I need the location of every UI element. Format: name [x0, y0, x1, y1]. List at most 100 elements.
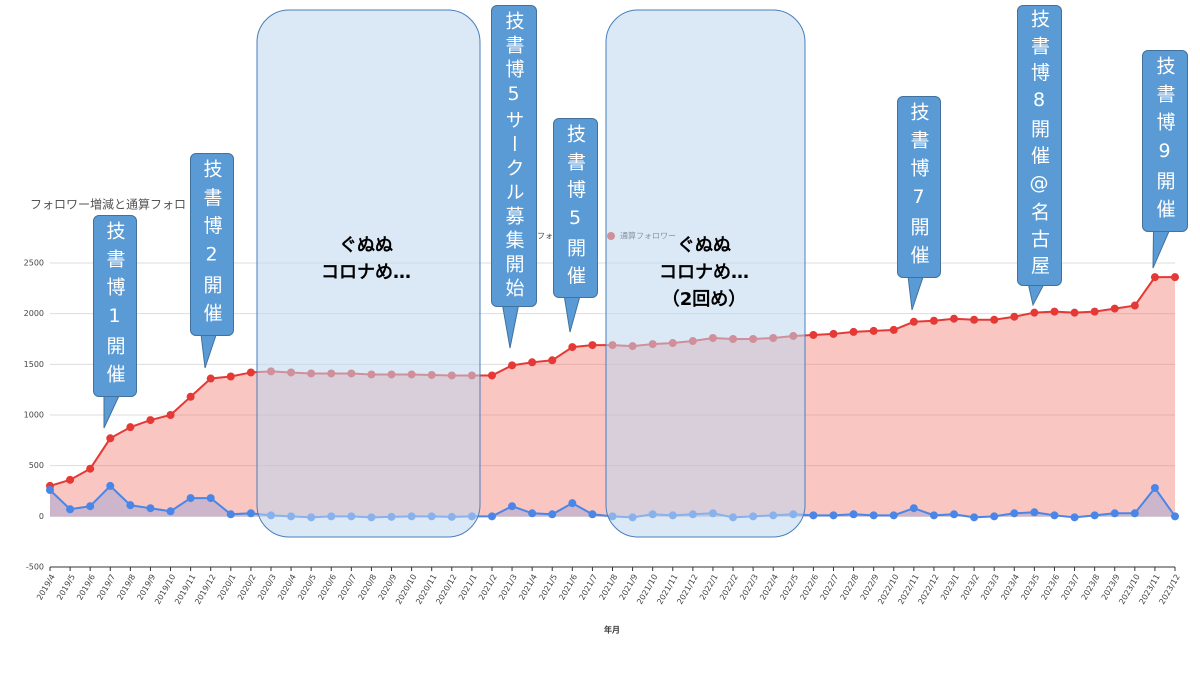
point [849, 327, 858, 336]
point [46, 485, 54, 494]
x-tick-label: 2022/7 [819, 573, 841, 602]
x-tick-label: 2020/9 [377, 573, 399, 602]
x-tick-label: 2022/6 [798, 573, 820, 602]
point [889, 325, 898, 334]
x-tick-label: 2019/6 [75, 573, 97, 602]
point [1171, 273, 1179, 282]
x-tick-label: 2020/7 [336, 573, 358, 602]
period-box [256, 9, 481, 538]
point [106, 481, 115, 490]
point [126, 501, 135, 510]
callout-pointer [501, 304, 520, 349]
point [166, 507, 175, 516]
chart-title: フォロワー増減と通算フォロ [30, 197, 186, 212]
point [487, 512, 496, 521]
point [508, 361, 517, 370]
point [1110, 509, 1119, 518]
point [206, 494, 215, 503]
point [950, 510, 959, 519]
x-tick-label: 2021/8 [598, 573, 620, 602]
point [829, 329, 838, 338]
y-tick-label: 1000 [24, 411, 44, 420]
x-tick-label: 2023/2 [959, 573, 981, 602]
x-tick-label: 2021/2 [477, 573, 499, 602]
x-tick-label: 2019/9 [135, 573, 157, 602]
point [1090, 307, 1099, 316]
callout-pointer [1027, 283, 1045, 307]
callout-pointer [200, 333, 218, 369]
point [1010, 312, 1019, 321]
x-tick-label: 2021/5 [537, 573, 559, 602]
point [1110, 304, 1119, 313]
point [1010, 509, 1019, 518]
point [487, 371, 496, 380]
callout: 技書博5開催 [553, 118, 598, 298]
point [86, 502, 95, 511]
point [548, 510, 557, 519]
callout: 技書博8開催@名古屋 [1017, 5, 1062, 286]
point [226, 372, 235, 381]
x-tick-label: 2021/1 [457, 573, 479, 602]
point [929, 511, 938, 520]
x-tick-label: 2022/1 [698, 573, 720, 602]
x-tick-label: 2019/4 [35, 573, 57, 602]
point [1050, 511, 1059, 520]
point [970, 513, 979, 522]
x-tick-label: 2022/3 [738, 573, 760, 602]
point [246, 368, 255, 377]
point [246, 509, 255, 518]
x-tick-label: 2021/3 [497, 573, 519, 602]
x-tick-label: 2023/4 [999, 573, 1021, 602]
point [186, 392, 195, 401]
point [1030, 308, 1039, 317]
x-tick-label: 2020/2 [236, 573, 258, 602]
callout-pointer [103, 394, 121, 429]
point [849, 510, 858, 519]
point [1030, 508, 1039, 517]
point [528, 358, 537, 367]
x-tick-label: 2019/8 [115, 573, 137, 602]
callout: 技書博9開催 [1142, 50, 1188, 232]
point [548, 356, 557, 365]
callout: 技書博5サークル募集開始 [491, 5, 537, 307]
x-tick-label: 2022/2 [718, 573, 740, 602]
point [206, 374, 215, 383]
x-tick-label: 2022/5 [778, 573, 800, 602]
x-tick-label: 2021/9 [618, 573, 640, 602]
point [126, 423, 135, 432]
area [50, 485, 1175, 518]
x-tick-label: 2023/3 [979, 573, 1001, 602]
x-tick-label: 2019/7 [95, 573, 117, 602]
y-tick-label: 500 [29, 461, 44, 470]
y-tick-label: -500 [26, 563, 44, 572]
callout-pointer [1152, 229, 1171, 269]
x-tick-label: 2023/9 [1100, 573, 1122, 602]
point [1130, 301, 1139, 310]
x-axis-label: 年月 [604, 625, 620, 635]
point [146, 504, 155, 513]
point [950, 314, 959, 323]
period-label: コロナめ… [321, 262, 411, 283]
point [568, 499, 577, 508]
point [106, 434, 115, 443]
period-label: コロナめ… [659, 262, 749, 283]
x-tick-label: 2022/8 [839, 573, 861, 602]
point [1150, 273, 1159, 282]
x-tick-label: 2022/4 [758, 573, 780, 602]
point [1070, 308, 1079, 317]
point [146, 416, 155, 425]
point [186, 494, 195, 503]
point [1171, 512, 1179, 521]
x-tick-label: 2021/4 [517, 573, 539, 602]
point [226, 510, 235, 519]
x-tick-label: 2020/4 [276, 573, 298, 602]
period-box [605, 9, 806, 538]
callout: 技書博1開催 [93, 215, 137, 397]
x-tick-label: 2020/5 [296, 573, 318, 602]
x-tick-label: 2021/7 [577, 573, 599, 602]
point [869, 511, 878, 520]
point [528, 509, 537, 518]
x-tick-label: 2020/8 [356, 573, 378, 602]
